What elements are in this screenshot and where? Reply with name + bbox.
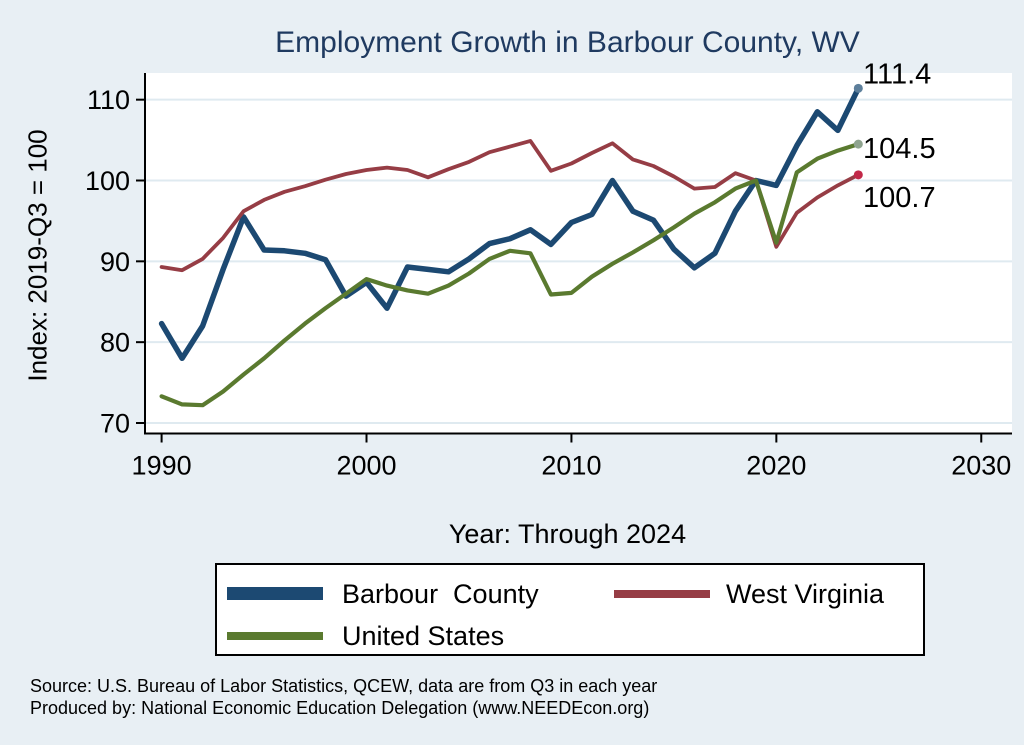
y-tick-label-80: 80 bbox=[100, 328, 130, 358]
end-dot-0 bbox=[853, 83, 863, 93]
legend-label-west-virginia: West Virginia bbox=[726, 579, 885, 609]
y-axis-title: Index: 2019-Q3 = 100 bbox=[22, 129, 53, 382]
x-tick-label-1990: 1990 bbox=[132, 451, 192, 481]
y-axis-ticks bbox=[136, 98, 145, 424]
produced-by-line: Produced by: National Economic Education… bbox=[30, 698, 650, 718]
end-value-label-2: 104.5 bbox=[863, 133, 936, 165]
y-tick-label-90: 90 bbox=[100, 247, 130, 277]
series-lines bbox=[158, 85, 862, 408]
series-line-0 bbox=[158, 85, 862, 362]
end-dot-2 bbox=[853, 139, 863, 149]
series-end-value-labels: 111.4 100.7 104.5 bbox=[863, 58, 936, 213]
x-tick-label-2000: 2000 bbox=[336, 451, 396, 481]
x-tick-label-2020: 2020 bbox=[746, 451, 806, 481]
series-line-1 bbox=[159, 138, 861, 273]
y-tick-labels: 70 80 90 100 110 bbox=[85, 85, 130, 438]
end-dot-1 bbox=[853, 170, 863, 180]
end-value-label-0: 111.4 bbox=[863, 58, 931, 90]
y-tick-label-110: 110 bbox=[87, 85, 130, 115]
x-axis-title: Year: Through 2024 bbox=[448, 519, 687, 549]
source-note: Source: U.S. Bureau of Labor Statistics,… bbox=[30, 675, 657, 719]
legend-swatch-west-virginia bbox=[614, 590, 710, 598]
x-tick-label-2030: 2030 bbox=[951, 451, 1011, 481]
x-tick-label-2010: 2010 bbox=[541, 451, 601, 481]
legend-swatch-united-states bbox=[227, 632, 323, 640]
chart-title: Employment Growth in Barbour County, WV bbox=[275, 26, 860, 59]
legend-label-barbour-county: Barbour County bbox=[342, 579, 539, 609]
x-axis-ticks bbox=[160, 433, 983, 443]
source-line: Source: U.S. Bureau of Labor Statistics,… bbox=[30, 676, 658, 696]
gridlines bbox=[146, 98, 1012, 424]
legend-swatch-barbour-county bbox=[227, 587, 323, 600]
series-line-2 bbox=[159, 142, 861, 408]
legend-label-united-states: United States bbox=[342, 621, 505, 651]
axes bbox=[144, 73, 1012, 435]
x-tick-labels: 1990 2000 2010 2020 2030 bbox=[132, 451, 1012, 481]
plot-background bbox=[145, 73, 1012, 434]
series-end-markers bbox=[853, 83, 863, 180]
y-tick-label-100: 100 bbox=[85, 166, 130, 196]
y-tick-label-70: 70 bbox=[100, 408, 130, 438]
legend: Barbour County West Virginia United Stat… bbox=[215, 563, 925, 656]
end-value-label-1: 100.7 bbox=[863, 182, 936, 214]
